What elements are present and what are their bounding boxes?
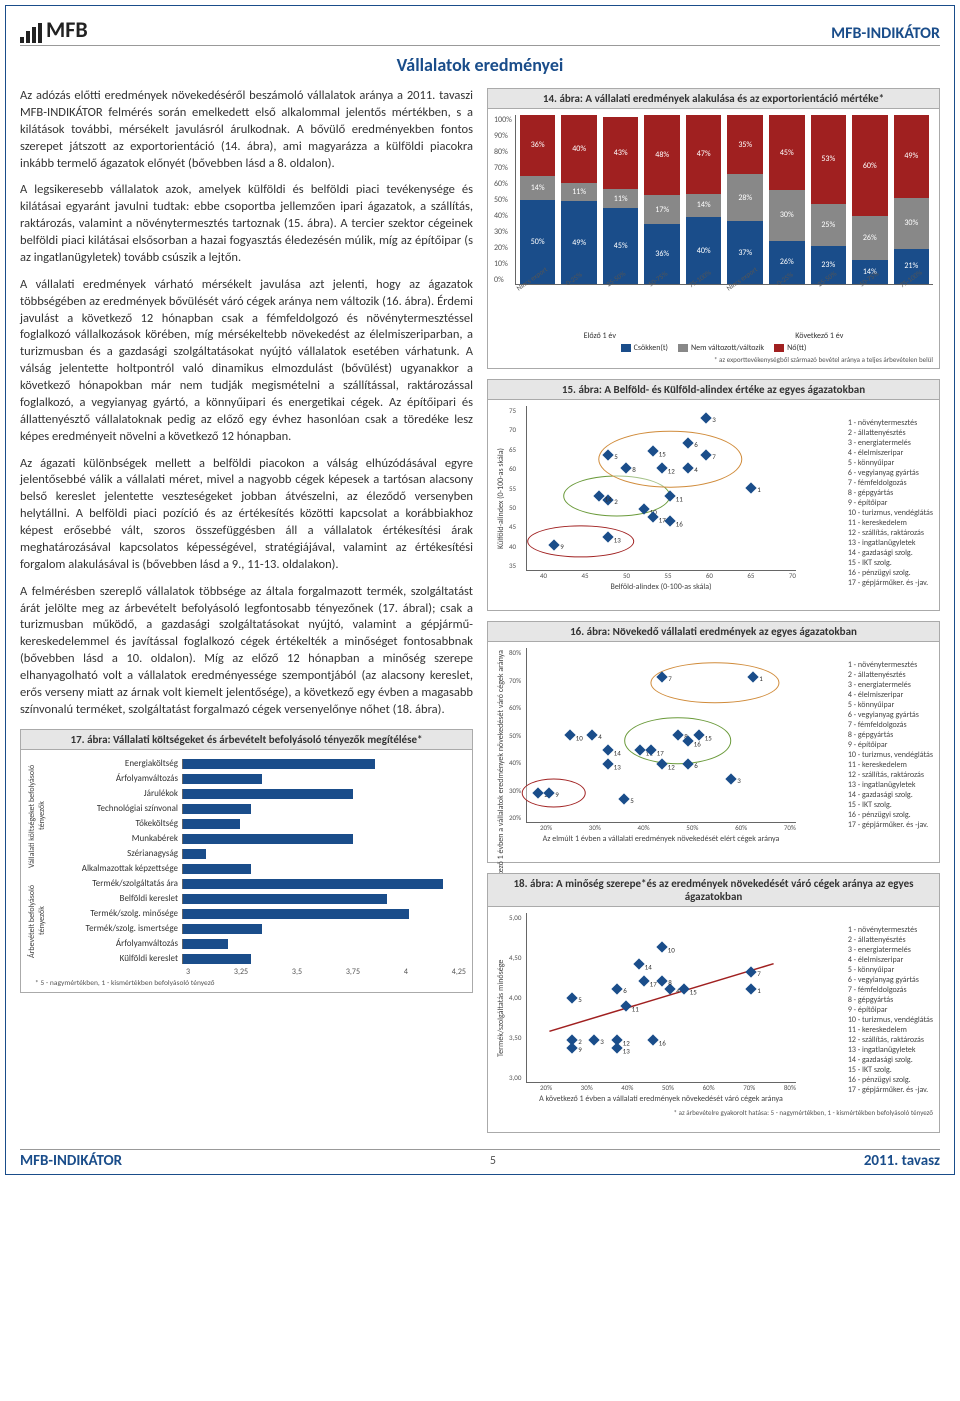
c15-xlabel: Belföld-alindex (0-100-as skála): [526, 582, 796, 592]
logo-text: MFB: [46, 16, 88, 43]
scatter-point: 3: [701, 413, 712, 424]
footer-right: 2011. tavasz: [864, 1152, 940, 1170]
c14-bar: 23%25%53%: [811, 115, 847, 284]
chart-16: 16. ábra: Növekedő vállalati eredmények …: [487, 621, 940, 863]
footer-left: MFB-INDIKÁTOR: [20, 1152, 122, 1170]
c15-ylabel: Külföld-alindex (0-100-as skála): [494, 406, 508, 592]
para-3: A vállalati eredmények várható mérsékelt…: [20, 277, 473, 446]
c14-bar: 21%30%49%: [894, 115, 930, 284]
mfb-logo: MFB: [20, 16, 88, 43]
hbar-row: Termék/szolg. ismertsége: [47, 922, 466, 936]
para-2: A legsikeresebb vállalatok azok, amelyek…: [20, 182, 473, 266]
chart-16-title: 16. ábra: Növekedő vállalati eredmények …: [488, 622, 939, 642]
scatter-point: 10: [564, 729, 575, 740]
c14-bar: 26%30%45%: [769, 115, 805, 284]
header-right: MFB-INDIKÁTOR: [831, 24, 940, 43]
c18-ylabel: Termék/szolgáltatás minősége: [494, 913, 508, 1104]
para-1: Az adózás előtti eredmények növekedésérő…: [20, 88, 473, 172]
chart-15-title: 15. ábra: A Belföld- és Külföld-alindex …: [488, 380, 939, 400]
hbar-row: Energiaköltség: [47, 757, 466, 771]
c17-footnote: * 5 - nagymértékben, 1 - kismértékben be…: [27, 979, 466, 988]
c16-ylabel: A következő 1 évben a vállalatok eredmén…: [494, 648, 508, 902]
c14-bar: 14%26%60%: [852, 115, 888, 284]
scatter-point: 5: [618, 793, 629, 804]
chart-18-title: 18. ábra: A minőség szerepe*és az eredmé…: [488, 874, 939, 907]
body-text: Az adózás előtti eredmények növekedésérő…: [20, 88, 473, 719]
scatter-point: 16: [665, 515, 676, 526]
hbar-row: Munkabérek: [47, 832, 466, 846]
c14-bar: 49%11%40%: [561, 115, 597, 284]
legend-item: Nem változott/változik: [678, 343, 764, 353]
chart-14: 14. ábra: A vállalati eredmények alakulá…: [487, 88, 940, 369]
c14-bar: 37%28%35%: [727, 115, 763, 284]
hbar-row: Termék/szolgáltatás ára: [47, 877, 466, 891]
page-footer: MFB-INDIKÁTOR 5 2011. tavasz: [20, 1149, 940, 1170]
scatter-point: 14: [602, 744, 613, 755]
scatter-point: 4: [586, 729, 597, 740]
c14-period-right: Következő 1 év: [795, 331, 843, 341]
c18-footnote: * az árbevételre gyakorolt hatása: 5 - n…: [653, 1108, 933, 1117]
hbar-row: Technológiai színvonal: [47, 802, 466, 816]
c16-xlabel: Az elmúlt 1 évben a vállalati eredmények…: [526, 834, 796, 844]
scatter-point: 1: [745, 482, 756, 493]
para-5: A felmérésben szereplő vállalatok többsé…: [20, 584, 473, 719]
chart-17: 17. ábra: Vállalati költségeket és árbev…: [20, 729, 473, 993]
c14-bar: 36%17%48%: [644, 115, 680, 284]
hbar-row: Belföldi kereslet: [47, 892, 466, 906]
c18-xlabel: A következő 1 évben a vállalati eredmény…: [526, 1094, 796, 1104]
chart-15: 15. ábra: A Belföld- és Külföld-alindex …: [487, 379, 940, 611]
chart-14-title: 14. ábra: A vállalati eredmények alakulá…: [488, 89, 939, 109]
hbar-row: Árfolyamváltozás: [47, 937, 466, 951]
legend-item: Csökken(t): [621, 343, 668, 353]
hbar-row: Árfolyamváltozás: [47, 772, 466, 786]
page-header: MFB MFB-INDIKÁTOR: [20, 16, 940, 46]
scatter-point: 3: [726, 773, 737, 784]
hbar-row: Termék/szolg. minősége: [47, 907, 466, 921]
footer-page: 5: [490, 1154, 496, 1168]
hbar-row: Szérianagyság: [47, 847, 466, 861]
chart-18: 18. ábra: A minőség szerepe*és az eredmé…: [487, 873, 940, 1133]
page-title: Vállalatok eredményei: [20, 54, 940, 76]
c17-side-bot: Árbevételt befolyásoló tényezők: [27, 876, 47, 966]
scatter-point: 13: [602, 758, 613, 769]
c14-footnote: * az exporttevékenységből származó bevét…: [494, 355, 933, 364]
c14-bar: 50%14%36%: [520, 115, 556, 284]
c14-bar: 40%14%47%: [686, 115, 722, 284]
c14-bar: 45%11%43%: [603, 115, 639, 284]
hbar-row: Külföldi kereslet: [47, 952, 466, 966]
hbar-row: Járulékok: [47, 787, 466, 801]
legend-item: Nő(tt): [774, 343, 806, 353]
c14-period-left: Előző 1 év: [584, 331, 616, 341]
para-4: Az ágazati különbségek mellett a belföld…: [20, 456, 473, 574]
hbar-row: Alkalmazottak képzettsége: [47, 862, 466, 876]
hbar-row: Tőkeköltség: [47, 817, 466, 831]
c17-side-top: Vállalati költségeket befolyásoló tényez…: [27, 756, 47, 876]
chart-17-title: 17. ábra: Vállalati költségeket és árbev…: [21, 730, 472, 750]
